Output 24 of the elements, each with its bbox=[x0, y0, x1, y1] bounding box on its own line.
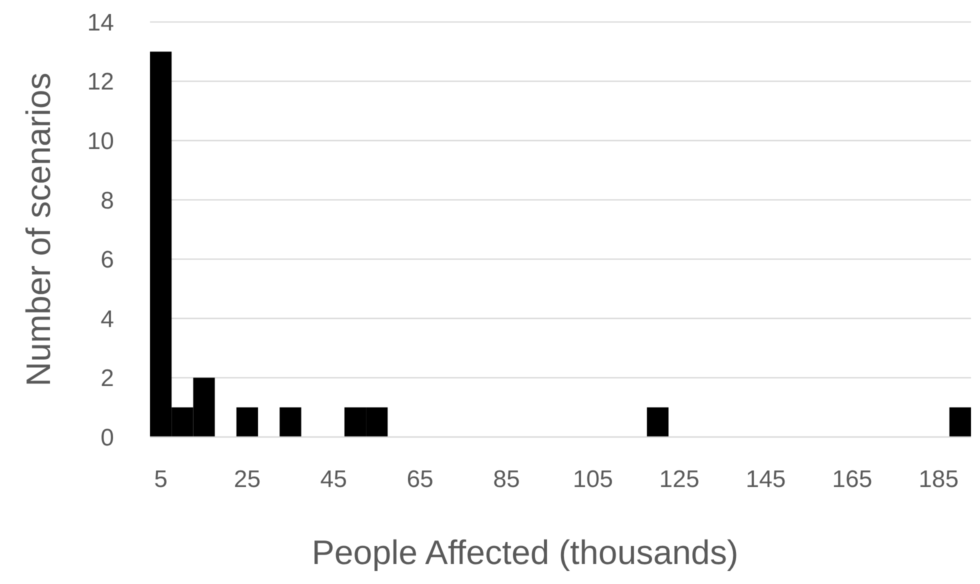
y-tick-label: 4 bbox=[100, 306, 114, 333]
x-tick-label: 105 bbox=[572, 466, 613, 493]
y-tick-label: 0 bbox=[100, 424, 114, 452]
x-tick-label: 125 bbox=[659, 466, 700, 493]
x-tick-label: 5 bbox=[154, 466, 168, 493]
x-axis-title: People Affected (thousands) bbox=[312, 534, 738, 572]
x-tick-label: 85 bbox=[493, 466, 520, 493]
y-axis-title: Number of scenarios bbox=[20, 72, 58, 386]
y-tick-label: 2 bbox=[100, 365, 114, 392]
x-tick-label: 65 bbox=[406, 466, 434, 493]
y-tick-label: 8 bbox=[100, 187, 114, 214]
x-tick-label: 145 bbox=[746, 466, 786, 493]
x-tick-label: 45 bbox=[320, 466, 347, 493]
bar bbox=[646, 407, 669, 437]
x-tick-label: 165 bbox=[832, 466, 872, 493]
x-tick-label: 185 bbox=[918, 466, 959, 493]
y-tick-label: 14 bbox=[87, 9, 114, 36]
y-tick-label: 12 bbox=[87, 68, 114, 96]
y-tick-label: 6 bbox=[100, 246, 114, 274]
y-tick-label: 10 bbox=[87, 128, 114, 155]
bar bbox=[280, 407, 302, 437]
bar bbox=[236, 407, 258, 437]
bar bbox=[949, 407, 971, 437]
x-tick-label: 25 bbox=[234, 466, 261, 493]
